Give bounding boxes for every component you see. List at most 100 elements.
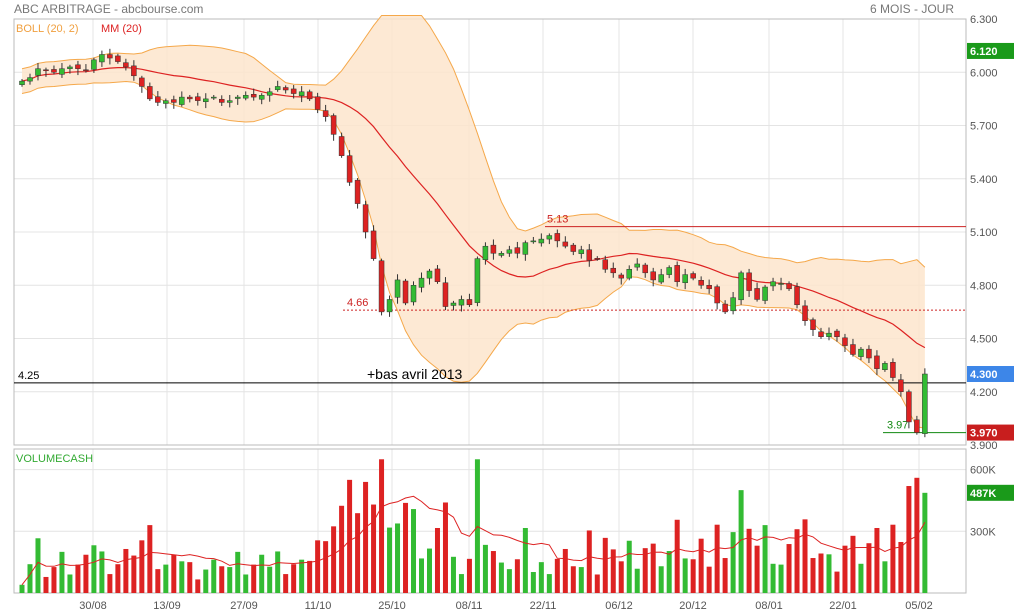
candle-body (778, 283, 784, 285)
candle-body (714, 286, 720, 304)
candle-body (131, 65, 137, 77)
candle-body (586, 249, 593, 261)
candle-body (51, 69, 57, 73)
candle-body (139, 77, 145, 87)
candle-body (850, 344, 856, 355)
volume-bar (395, 523, 401, 593)
x-tick-label: 08/01 (755, 600, 783, 612)
volume-bar (842, 545, 848, 593)
candle-body (690, 273, 696, 279)
volume-bar (267, 566, 273, 593)
volume-bar (331, 526, 337, 593)
candle-body (786, 283, 792, 290)
volume-bar (27, 564, 33, 593)
candle-body (746, 272, 752, 291)
y-tick-label: 6.300 (970, 14, 998, 26)
volume-bar (259, 554, 265, 593)
volume-bar (51, 567, 57, 593)
candle-body (706, 285, 712, 290)
candle-body (226, 100, 233, 103)
candle-body (163, 100, 169, 104)
volume-badge (967, 484, 1014, 501)
x-tick-label: 22/01 (829, 600, 857, 612)
candle-body (378, 260, 385, 313)
candle-body (642, 264, 648, 274)
volume-tick-label: 300K (970, 526, 996, 538)
volume-bar (211, 559, 217, 593)
volume-bar (722, 558, 728, 593)
candle-body (770, 281, 776, 287)
candle-body (754, 288, 760, 300)
mm-legend: MM (20) (101, 23, 142, 35)
candle-body (203, 98, 209, 102)
x-tick-label: 22/11 (530, 600, 557, 612)
volume-average-line (21, 495, 926, 586)
volume-bar (67, 574, 73, 593)
candle-body (530, 240, 537, 243)
volume-bar (618, 561, 624, 593)
volume-bar (107, 574, 113, 593)
volume-bar (498, 562, 504, 593)
volume-bar (458, 574, 464, 593)
volume-bar (99, 551, 105, 593)
annotation-3-97: 3.97 (887, 420, 908, 432)
candle-body (882, 363, 888, 370)
volume-bar (379, 459, 385, 593)
x-tick-label: 05/02 (905, 600, 933, 612)
candle-body (578, 249, 585, 254)
volume-bar (75, 564, 81, 593)
volume-bar (538, 562, 544, 593)
volume-bar (898, 541, 904, 593)
candle-body (698, 280, 704, 286)
candle-body (554, 233, 561, 242)
candle-body (666, 267, 672, 275)
volume-bar (682, 558, 688, 593)
candle-body (874, 355, 880, 369)
candle-body (179, 96, 185, 105)
volume-bar (530, 572, 536, 593)
candle-body (298, 91, 305, 96)
candle-body (370, 230, 377, 259)
volume-bar (794, 529, 800, 593)
candle-body (195, 96, 201, 101)
volume-bar (235, 551, 241, 593)
volume-bar (131, 555, 137, 593)
candle-body (234, 96, 241, 99)
x-tick-label: 11/10 (305, 600, 332, 612)
volume-bar (706, 566, 712, 593)
annotation-4-66: 4.66 (347, 297, 368, 309)
candle-body (442, 282, 449, 307)
period-label: 6 MOIS - JOUR (870, 2, 955, 16)
volume-bar (714, 524, 720, 593)
volume-panel-frame (13, 448, 967, 594)
candle-body (762, 286, 768, 301)
candle-body (330, 115, 337, 135)
candle-body (482, 245, 489, 260)
volume-bar (363, 481, 369, 593)
candle-body (650, 271, 656, 281)
candle-body (634, 263, 640, 268)
volume-bar (91, 545, 97, 593)
price-badge (967, 366, 1014, 382)
annotation-4-25: 4.25 (18, 370, 39, 382)
volume-bar (482, 544, 488, 593)
x-tick-label: 30/08 (79, 600, 107, 612)
volume-bar (195, 579, 201, 593)
candle-body (155, 96, 161, 103)
y-tick-label: 5.700 (970, 121, 998, 133)
volume-bar (674, 519, 680, 593)
volume-bar (155, 569, 161, 593)
candle-body (338, 136, 345, 156)
candle-body (538, 238, 545, 244)
x-tick-label: 25/10 (378, 600, 406, 612)
volume-tick-label: 600K (970, 465, 996, 477)
volume-bar (666, 551, 672, 593)
candle-body (59, 68, 65, 75)
volume-bar (826, 554, 832, 593)
volume-bar (922, 492, 928, 593)
candle-body (618, 274, 624, 279)
candle-body (282, 87, 289, 91)
y-tick-label: 5.400 (970, 174, 998, 186)
y-tick-label: 3.900 (970, 440, 998, 452)
